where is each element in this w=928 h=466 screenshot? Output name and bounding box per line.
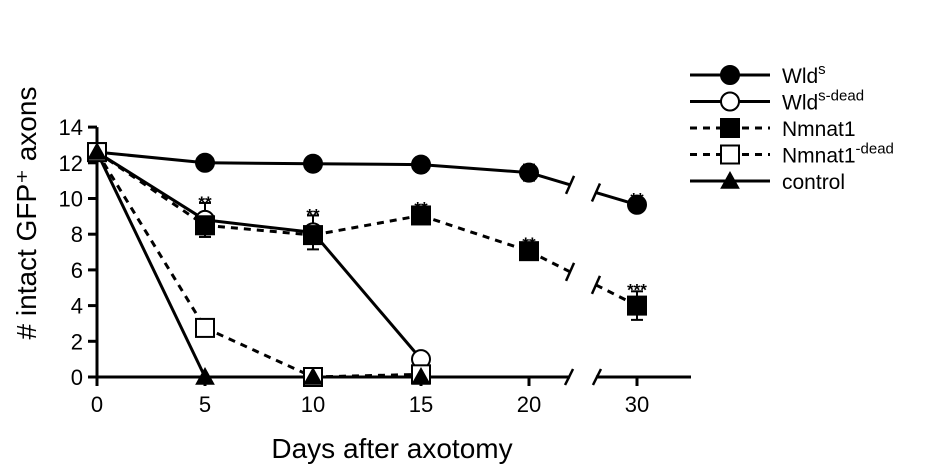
series-line xyxy=(420,214,530,253)
data-point xyxy=(627,295,647,316)
data-point xyxy=(411,154,431,175)
data-point xyxy=(195,366,215,385)
series-line xyxy=(96,150,206,222)
data-point xyxy=(195,317,215,338)
x-tick-label: 15 xyxy=(409,392,433,417)
plot-area xyxy=(87,142,647,387)
legend-label: Wlds xyxy=(782,61,826,88)
y-tick-label: 0 xyxy=(71,365,83,390)
x-axis-break-mark xyxy=(563,368,575,386)
x-axis-break-mark xyxy=(591,368,603,386)
data-point xyxy=(519,162,539,183)
data-point xyxy=(720,91,740,112)
significance-label: ** xyxy=(198,193,212,212)
series-line xyxy=(95,151,207,329)
series-line xyxy=(95,151,207,378)
series-line xyxy=(204,223,314,237)
data-point xyxy=(303,153,323,174)
series-line xyxy=(96,150,206,165)
y-tick-label: 14 xyxy=(59,115,83,140)
x-tick-label: 0 xyxy=(91,392,103,417)
significance-label: ** xyxy=(630,190,644,209)
series-line xyxy=(204,218,314,234)
series-line xyxy=(204,326,314,379)
legend-label: Wlds-dead xyxy=(782,88,864,115)
data-point xyxy=(627,194,647,215)
line-break-mark xyxy=(590,275,602,295)
x-tick-label: 20 xyxy=(517,392,541,417)
axes: 0 2 4 6 8 10 12 14 0 5 10 15 20 30 xyxy=(59,115,691,417)
series-line xyxy=(96,150,206,227)
data-point xyxy=(195,215,215,236)
significance-label: *** xyxy=(627,281,647,300)
legend-label: Nmnat1 xyxy=(782,118,856,141)
line-break-mark xyxy=(564,175,576,195)
legend-label: Nmnat1-dead xyxy=(782,141,894,168)
data-point xyxy=(87,142,107,160)
significance-annotations: **** ********* xyxy=(198,190,647,300)
y-tick-label: 2 xyxy=(71,329,83,354)
data-point xyxy=(519,241,539,262)
significance-label: ** xyxy=(522,234,536,253)
y-tick-label: 6 xyxy=(71,258,83,283)
data-point xyxy=(411,205,431,226)
significance-label: ** xyxy=(306,206,320,225)
y-tick-label: 10 xyxy=(59,187,83,212)
x-tick-label: 30 xyxy=(625,392,649,417)
data-point xyxy=(303,225,323,246)
series-line xyxy=(204,161,314,166)
series-line xyxy=(311,231,423,361)
y-tick-label: 4 xyxy=(71,294,83,319)
x-tick-label: 5 xyxy=(199,392,211,417)
series-line xyxy=(312,162,422,167)
x-tick-label: 10 xyxy=(301,392,325,417)
x-axis-title: Days after axotomy xyxy=(271,433,512,464)
data-point xyxy=(720,170,740,189)
series-line xyxy=(420,163,530,175)
y-tick-label: 8 xyxy=(71,222,83,247)
significance-label: ** xyxy=(414,198,428,217)
y-tick-label: 12 xyxy=(59,151,83,176)
legend-label: control xyxy=(782,171,845,194)
y-axis-title: # intact GFP⁺ axons xyxy=(11,87,42,340)
data-point xyxy=(720,118,740,138)
data-point xyxy=(195,152,215,173)
data-point xyxy=(303,366,323,385)
data-point xyxy=(411,366,431,385)
line-break-mark xyxy=(564,262,576,282)
line-break-mark xyxy=(590,183,602,203)
series-line xyxy=(312,213,422,237)
data-point xyxy=(720,65,740,85)
data-point xyxy=(720,144,740,165)
